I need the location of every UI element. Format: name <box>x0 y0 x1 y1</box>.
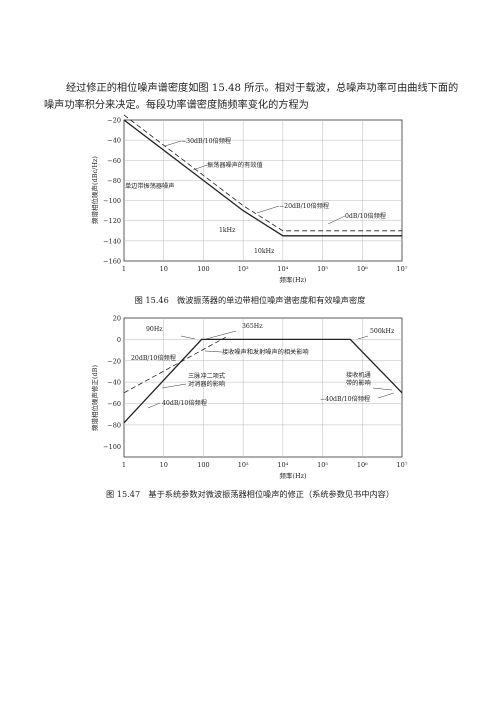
annotation-label: 振荡器噪声的有效值 <box>207 161 263 169</box>
y-tick-label: −80 <box>107 421 121 429</box>
annotation-label: 10kHz <box>254 248 275 255</box>
y-tick-label: −80 <box>107 177 121 185</box>
annotation-leader <box>372 387 393 391</box>
series-line-dashed <box>123 114 402 232</box>
x-tick-label: 10⁶ <box>357 265 368 273</box>
annotation-label: 单边带振荡器噪声 <box>125 182 175 190</box>
annotation-label: −30dB/10倍频程 <box>181 137 231 145</box>
x-tick-label: 10⁵ <box>317 265 328 273</box>
plot-frame <box>123 119 403 262</box>
y-tick-label: −120 <box>103 217 121 225</box>
figure-15-46-caption: 图 15.46 微波振荡器的单边带相位噪声谱密度和有效噪声密度 <box>134 295 366 305</box>
x-tick-label: 10⁴ <box>277 265 288 273</box>
y-tick-label: −40 <box>107 379 121 387</box>
annotation-leader <box>192 164 208 171</box>
annotation-label: 三脉冲二项式 <box>188 372 225 380</box>
annotation-leader <box>357 335 369 340</box>
annotation-label: 500kHz <box>370 328 395 335</box>
annotation-label: 接收噪声和发射噪声的相关影响 <box>222 348 309 356</box>
x-tick-label: 1 <box>122 265 126 273</box>
series-line-dashed <box>123 336 226 394</box>
x-tick-label: 10 <box>160 265 168 273</box>
y-tick-label: −160 <box>103 258 121 266</box>
x-tick-label: 100 <box>197 461 209 469</box>
figure-15-46: 1 10 100 10³ 10⁴ 10⁵ 10⁶ 10⁷ −20 −40 −60 −80 −100 −12… <box>90 114 408 284</box>
y-tick-label: −20 <box>107 357 121 365</box>
x-tick-label: 10³ <box>238 461 249 469</box>
y-tick-label: −60 <box>107 157 121 165</box>
annotation-leader <box>161 383 187 389</box>
x-tick-label: 10⁷ <box>397 265 408 273</box>
annotation-leader <box>377 392 395 399</box>
annotation-label: 接收机通 <box>346 371 371 379</box>
series-line-solid <box>123 338 403 424</box>
y-tick-label: −20 <box>107 117 121 125</box>
annotation-leader <box>164 140 182 147</box>
x-tick-label: 10⁴ <box>277 461 288 469</box>
annotation-leader <box>204 350 223 353</box>
annotation-label: 带的影响 <box>346 379 371 387</box>
y-tick-label: −40 <box>107 137 121 145</box>
annotation-leader <box>147 402 161 409</box>
y-axis-title: 频谱相位噪声(dBc/Hz) <box>90 156 99 224</box>
plot-frame <box>123 317 403 458</box>
series-line-solid <box>123 119 402 237</box>
annotation-label: 365Hz <box>242 323 263 330</box>
x-tick-label: 10⁷ <box>397 461 408 469</box>
annotation-label: −40dB/10倍频程 <box>320 395 370 403</box>
y-axis-title: 频谱相位噪声修正(dB) <box>90 365 99 431</box>
y-tick-label: −100 <box>103 443 121 451</box>
annotation-leader <box>205 330 237 340</box>
annotation-label: 对消器的影响 <box>188 380 225 388</box>
x-tick-label: 100 <box>197 265 209 273</box>
y-tick-label: 0 <box>117 336 121 344</box>
annotation-label: 90Hz <box>146 326 163 333</box>
annotation-leader <box>256 205 280 214</box>
annotation-label: 0dB/10倍频程 <box>345 212 386 220</box>
annotation-leader <box>327 215 346 225</box>
annotation-label: 20dB/10倍频程 <box>131 354 176 362</box>
annotation-label: −20dB/10倍频程 <box>279 202 329 210</box>
x-axis-title: 频率(Hz) <box>279 275 307 284</box>
x-tick-label: 10 <box>160 461 168 469</box>
y-tick-label: 20 <box>113 315 121 323</box>
y-tick-label: −140 <box>103 237 121 245</box>
x-tick-label: 10⁵ <box>317 461 328 469</box>
x-tick-label: 1 <box>122 461 126 469</box>
y-tick-label: −60 <box>107 400 121 408</box>
annotation-leader <box>180 335 196 340</box>
x-tick-label: 10⁶ <box>357 461 368 469</box>
x-tick-label: 10³ <box>238 265 249 273</box>
body-paragraph: 经过修正的相位噪声谱密度如图 15.48 所示。相对于载波，总噪声功率可由曲线下… <box>44 83 459 111</box>
x-axis-title: 频率(Hz) <box>279 471 307 480</box>
annotation-label: 1kHz <box>219 227 236 234</box>
y-tick-label: −100 <box>103 197 121 205</box>
annotation-label: 40dB/10倍频程 <box>162 399 207 407</box>
figure-15-47: 1 10 100 10³ 10⁴ 10⁵ 10⁶ 10⁷ 20 0 −20 −40 −60 −80 −100… <box>90 315 408 481</box>
figure-15-47-caption: 图 15.47 基于系统参数对微波振荡器相位噪声的修正（系统参数见书中内容） <box>105 489 395 499</box>
